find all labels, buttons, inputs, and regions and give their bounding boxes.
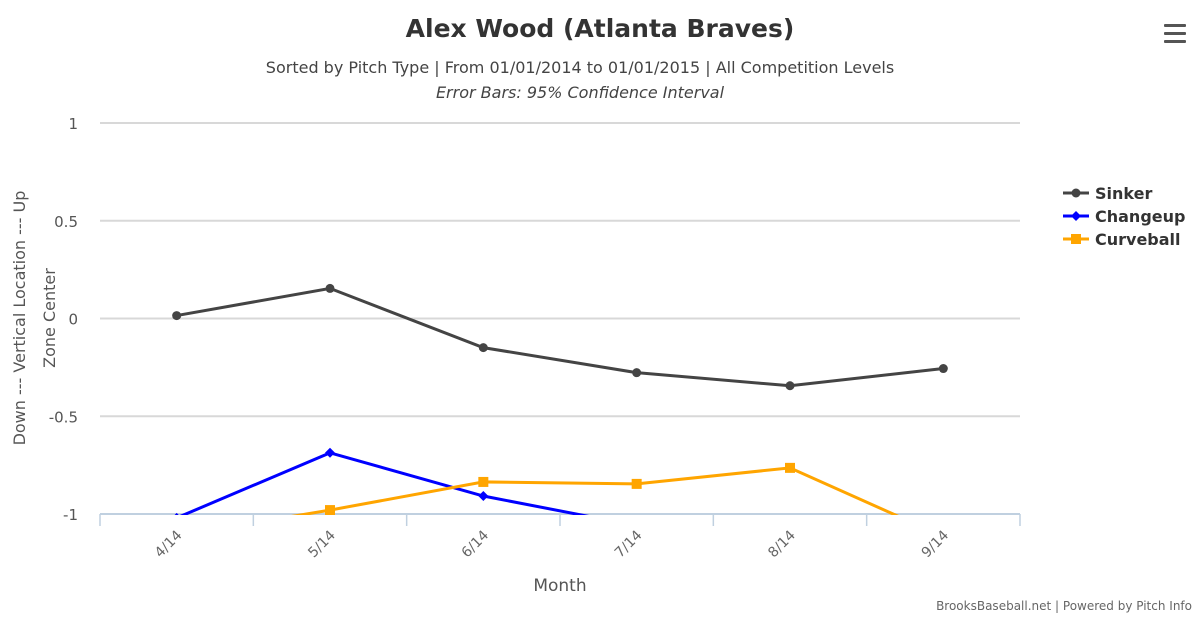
sinker-point: [478, 343, 488, 353]
legend-label: Changeup: [1095, 207, 1185, 226]
curveball-point: [631, 478, 642, 489]
credits[interactable]: BrooksBaseball.net | Powered by Pitch In…: [936, 599, 1192, 613]
series-changeup: [174, 447, 590, 515]
legend-item-sinker[interactable]: Sinker: [1063, 184, 1152, 203]
curveball-point: [785, 462, 795, 473]
changeup-point: [325, 447, 335, 458]
curveball-point: [478, 476, 489, 487]
legend-label: Sinker: [1095, 184, 1152, 203]
x-axis-title: Month: [533, 576, 586, 596]
y-tick-label: -0.5: [49, 408, 78, 426]
changeup-point: [174, 512, 179, 515]
x-tick-label: 6/14: [459, 527, 493, 561]
y-tick-label: 0.5: [54, 213, 78, 231]
legend-marker: [1071, 188, 1081, 198]
x-tick-label: 4/14: [152, 527, 186, 561]
sinker-point: [938, 364, 948, 374]
series-curveball: [291, 462, 900, 515]
legend-marker: [1071, 211, 1081, 221]
y-tick-label: 0: [68, 311, 78, 329]
legend-item-changeup[interactable]: Changeup: [1063, 207, 1185, 226]
chart-subtitle: Sorted by Pitch Type | From 01/01/2014 t…: [265, 58, 895, 77]
y-axis-title-zone-center: Zone Center: [40, 268, 59, 368]
chart-subtitle-error-bars: Error Bars: 95% Confidence Interval: [435, 83, 725, 102]
legend-marker: [1071, 234, 1081, 244]
series-sinker: [172, 283, 948, 391]
curveball-line: [291, 466, 900, 515]
changeup-line: [179, 451, 590, 515]
legend-label: Curveball: [1095, 230, 1181, 249]
sinker-line: [176, 286, 944, 388]
y-tick-label: 1: [68, 115, 78, 133]
chart-title: Alex Wood (Atlanta Braves): [405, 14, 795, 43]
x-tick-label: 8/14: [765, 527, 799, 561]
y-tick-label: -1: [63, 506, 78, 524]
sinker-point: [785, 381, 795, 391]
sinker-point: [325, 283, 335, 293]
changeup-point: [478, 491, 489, 502]
x-tick-label: 7/14: [612, 527, 646, 561]
curveball-point: [325, 505, 335, 515]
sinker-point: [632, 368, 642, 378]
x-tick-label: 5/14: [305, 527, 339, 561]
legend-item-curveball[interactable]: Curveball: [1063, 230, 1181, 249]
x-tick-label: 9/14: [919, 527, 953, 561]
hamburger-menu-icon[interactable]: [1164, 24, 1186, 48]
y-axis-title: Down --- Vertical Location --- Up: [10, 191, 29, 446]
sinker-point: [172, 311, 182, 321]
